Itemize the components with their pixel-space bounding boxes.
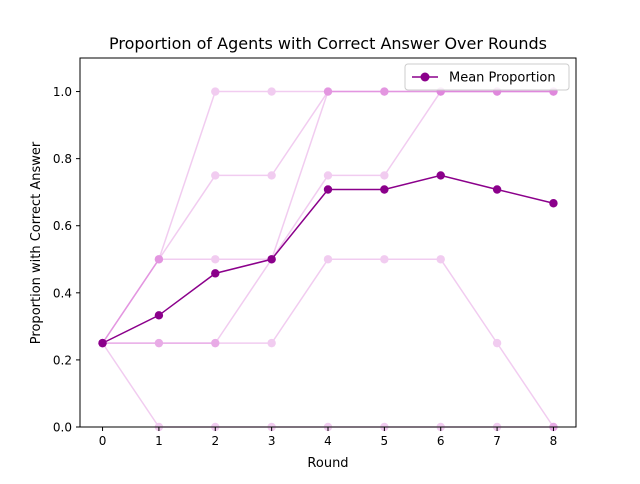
mean-series-point <box>380 185 389 194</box>
y-tick-label: 0.6 <box>53 219 72 233</box>
background-series-point <box>323 87 333 96</box>
y-axis: 0.0 0.2 0.4 0.6 0.8 1.0 <box>53 85 80 435</box>
background-series-point <box>211 255 220 264</box>
background-series-point <box>267 87 276 96</box>
x-tick-label: 7 <box>493 434 501 448</box>
legend-label-mean-proportion: Mean Proportion <box>449 71 556 86</box>
background-series-point <box>154 255 164 264</box>
chart-title: Proportion of Agents with Correct Answer… <box>109 34 547 53</box>
mean-series-point <box>323 185 333 194</box>
background-series-point <box>380 87 389 96</box>
background-series-point <box>436 255 445 264</box>
legend-box <box>404 63 570 91</box>
x-tick-label: 4 <box>324 434 332 448</box>
y-tick-label: 0.8 <box>53 152 72 166</box>
y-tick-label: 0.4 <box>53 286 72 300</box>
background-series-point <box>380 171 389 180</box>
background-series-point <box>492 338 502 348</box>
background-series-point <box>154 338 164 348</box>
background-series-line <box>101 90 554 344</box>
mean-series-point <box>436 171 445 180</box>
background-series-point <box>211 338 220 348</box>
background-series-point <box>380 87 389 96</box>
y-tick-label: 0.2 <box>53 353 72 367</box>
y-tick-label: 1.0 <box>53 85 72 99</box>
background-series-point <box>154 255 164 264</box>
legend: Mean Proportion <box>404 63 570 91</box>
x-axis: 0 1 2 3 4 5 6 7 8 <box>99 427 558 448</box>
x-tick-label: 6 <box>437 434 445 448</box>
x-tick-label: 2 <box>211 434 219 448</box>
background-series-point <box>323 87 333 96</box>
x-tick-label: 3 <box>268 434 276 448</box>
background-series-point <box>211 171 220 180</box>
background-series-point <box>211 87 220 96</box>
x-tick-label: 0 <box>99 434 107 448</box>
x-axis-label: Round <box>307 456 348 471</box>
background-series-point <box>267 338 276 348</box>
mean-series-point <box>492 185 502 194</box>
background-series-point <box>154 255 164 264</box>
x-tick-label: 1 <box>155 434 163 448</box>
y-tick-label: 0.0 <box>53 421 72 435</box>
background-series-point <box>323 255 333 264</box>
background-series-point <box>380 255 389 264</box>
background-series-line <box>102 90 554 344</box>
background-series-point <box>154 338 164 348</box>
legend-marker-mean-proportion <box>420 72 430 82</box>
background-series-point <box>380 87 389 96</box>
x-tick-label: 5 <box>381 434 389 448</box>
mean-series-point <box>98 338 107 348</box>
series-mean-proportion <box>98 171 558 348</box>
background-series-point <box>267 171 276 180</box>
mean-series-point <box>267 255 276 264</box>
y-axis-label: Proportion with Correct Answer <box>29 141 44 344</box>
background-series-line <box>101 90 554 344</box>
background-series-point <box>323 171 333 180</box>
mean-series-point <box>154 311 164 320</box>
background-series-line <box>102 258 555 428</box>
background-series-point <box>323 87 333 96</box>
background-series-point <box>211 338 220 348</box>
background-series-line <box>101 90 554 344</box>
mean-series-point <box>211 269 220 278</box>
x-tick-label: 8 <box>550 434 558 448</box>
mean-series-point <box>549 199 558 208</box>
